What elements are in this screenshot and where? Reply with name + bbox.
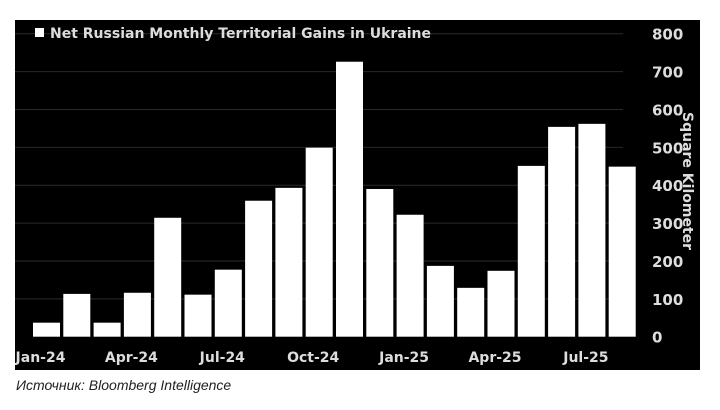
x-tick-label: Jul-25	[562, 350, 608, 366]
bar-Mar-24	[93, 322, 121, 337]
y-tick-label: 400	[652, 177, 683, 195]
bar-chart: 0 100 200 300 400 500 600 700 800 Jan-24 Apr-24 Ju…	[15, 26, 695, 366]
chart-title: Net Russian Monthly Territorial Gains in…	[50, 26, 431, 42]
bar-Jan-24	[33, 322, 60, 337]
bar-Oct-24	[305, 147, 333, 337]
bar-Jul-24	[214, 269, 242, 337]
bar-Sep-24	[275, 187, 303, 337]
bar-Jun-24	[184, 294, 212, 337]
chart-area: 0 100 200 300 400 500 600 700 800 Jan-24 Apr-24 Ju…	[15, 20, 700, 370]
bar-Apr-24	[123, 292, 151, 337]
bar-Dec-24	[366, 188, 394, 337]
bar-Feb-25	[426, 265, 454, 337]
bar-Feb-24	[63, 293, 91, 337]
y-axis-label: Square Kilometer	[679, 112, 695, 250]
bar-May-24	[154, 217, 182, 337]
x-tick-label: Jul-24	[199, 350, 246, 366]
bar-Aug-24	[245, 200, 273, 337]
legend-swatch	[35, 28, 44, 37]
bar-May-25	[517, 165, 545, 337]
y-tick-label: 0	[652, 329, 662, 347]
x-tick-label: Apr-25	[468, 350, 521, 366]
y-tick-label: 600	[652, 101, 683, 119]
bar-Aug-25	[608, 166, 636, 337]
source-note: Источник: Bloomberg Intelligence	[16, 377, 232, 393]
y-tick-label: 300	[652, 215, 683, 233]
bar-Apr-25	[487, 270, 515, 337]
x-tick-label: Jan-24	[15, 350, 66, 366]
y-tick-label: 800	[652, 26, 683, 44]
y-tick-label: 100	[652, 291, 683, 309]
y-tick-label: 700	[652, 64, 683, 82]
x-tick-label: Oct-24	[287, 350, 339, 366]
y-tick-label: 500	[652, 139, 683, 157]
bar-Mar-25	[457, 287, 485, 337]
x-tick-label: Jan-25	[378, 350, 429, 366]
y-tick-label: 200	[652, 253, 683, 271]
bar-Jul-25	[578, 123, 606, 337]
x-tick-label: Apr-24	[105, 350, 158, 366]
bar-Jun-25	[548, 126, 576, 337]
bar-Nov-24	[336, 61, 363, 337]
bar-Jan-25	[396, 214, 424, 337]
